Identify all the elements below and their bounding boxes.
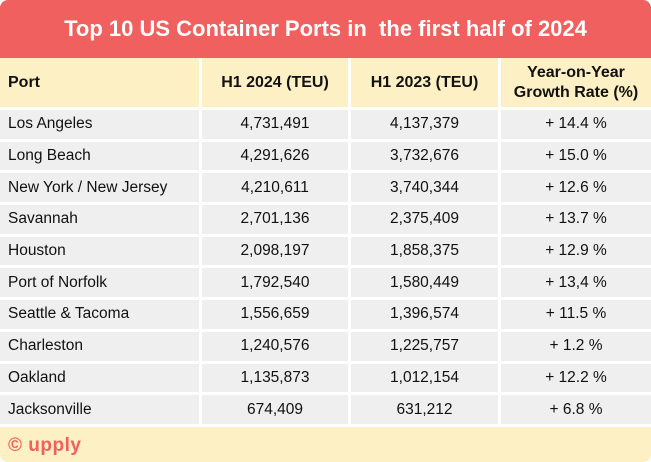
- growth-cell: + 13,4 %: [501, 268, 651, 301]
- growth-cell: + 6.8 %: [501, 395, 651, 427]
- port-cell: Long Beach: [0, 141, 202, 174]
- h1-2023-cell: 3,732,676: [351, 141, 501, 174]
- ports-table: Port H1 2024 (TEU) H1 2023 (TEU) Year-on…: [0, 58, 651, 427]
- table-row: Seattle & Tacoma 1,556,659 1,396,574 + 1…: [0, 300, 651, 332]
- table-row: Oakland 1,135,873 1,012,154 + 12.2 %: [0, 363, 651, 396]
- growth-cell: + 1.2 %: [501, 331, 651, 364]
- table-row: Charleston 1,240,576 1,225,757 + 1.2 %: [0, 331, 651, 364]
- h1-2024-cell: 4,210,611: [202, 173, 351, 206]
- footer: © upply: [0, 430, 651, 462]
- h1-2023-cell: 1,012,154: [351, 363, 501, 396]
- growth-cell: + 11.5 %: [501, 300, 651, 332]
- table-row: New York / New Jersey 4,210,611 3,740,34…: [0, 173, 651, 206]
- table-title: Top 10 US Container Ports in the first h…: [0, 0, 651, 58]
- h1-2023-cell: 1,858,375: [351, 236, 501, 269]
- h1-2024-cell: 1,556,659: [202, 300, 351, 332]
- growth-cell: + 12.2 %: [501, 363, 651, 396]
- h1-2024-cell: 2,098,197: [202, 236, 351, 269]
- port-cell: Los Angeles: [0, 110, 202, 142]
- growth-cell: + 15.0 %: [501, 141, 651, 174]
- h1-2024-cell: 1,135,873: [202, 363, 351, 396]
- table-row: Long Beach 4,291,626 3,732,676 + 15.0 %: [0, 141, 651, 174]
- h1-2024-cell: 2,701,136: [202, 205, 351, 237]
- port-cell: New York / New Jersey: [0, 173, 202, 206]
- port-cell: Port of Norfolk: [0, 268, 202, 301]
- h1-2023-cell: 631,212: [351, 395, 501, 427]
- growth-cell: + 12.9 %: [501, 236, 651, 269]
- h1-2024-cell: 4,291,626: [202, 141, 351, 174]
- h1-2023-cell: 4,137,379: [351, 110, 501, 142]
- column-header-h1-2024: H1 2024 (TEU): [202, 58, 351, 110]
- h1-2023-cell: 1,225,757: [351, 331, 501, 364]
- table-row: Houston 2,098,197 1,858,375 + 12.9 %: [0, 236, 651, 269]
- h1-2024-cell: 4,731,491: [202, 110, 351, 142]
- table-row: Los Angeles 4,731,491 4,137,379 + 14.4 %: [0, 110, 651, 142]
- port-cell: Charleston: [0, 331, 202, 364]
- column-header-port: Port: [0, 58, 202, 110]
- h1-2023-cell: 1,396,574: [351, 300, 501, 332]
- h1-2024-cell: 1,792,540: [202, 268, 351, 301]
- port-cell: Oakland: [0, 363, 202, 396]
- header-row: Port H1 2024 (TEU) H1 2023 (TEU) Year-on…: [0, 58, 651, 110]
- h1-2023-cell: 2,375,409: [351, 205, 501, 237]
- upply-logo: © upply: [8, 435, 82, 456]
- port-cell: Houston: [0, 236, 202, 269]
- port-cell: Jacksonville: [0, 395, 202, 427]
- growth-cell: + 13.7 %: [501, 205, 651, 237]
- table-row: Jacksonville 674,409 631,212 + 6.8 %: [0, 395, 651, 427]
- h1-2024-cell: 674,409: [202, 395, 351, 427]
- growth-cell: + 14.4 %: [501, 110, 651, 142]
- growth-cell: + 12.6 %: [501, 173, 651, 206]
- port-cell: Seattle & Tacoma: [0, 300, 202, 332]
- column-header-growth: Year-on-Year Growth Rate (%): [501, 58, 651, 110]
- port-cell: Savannah: [0, 205, 202, 237]
- h1-2023-cell: 1,580,449: [351, 268, 501, 301]
- table-row: Savannah 2,701,136 2,375,409 + 13.7 %: [0, 205, 651, 237]
- h1-2023-cell: 3,740,344: [351, 173, 501, 206]
- h1-2024-cell: 1,240,576: [202, 331, 351, 364]
- table-row: Port of Norfolk 1,792,540 1,580,449 + 13…: [0, 268, 651, 301]
- column-header-h1-2023: H1 2023 (TEU): [351, 58, 501, 110]
